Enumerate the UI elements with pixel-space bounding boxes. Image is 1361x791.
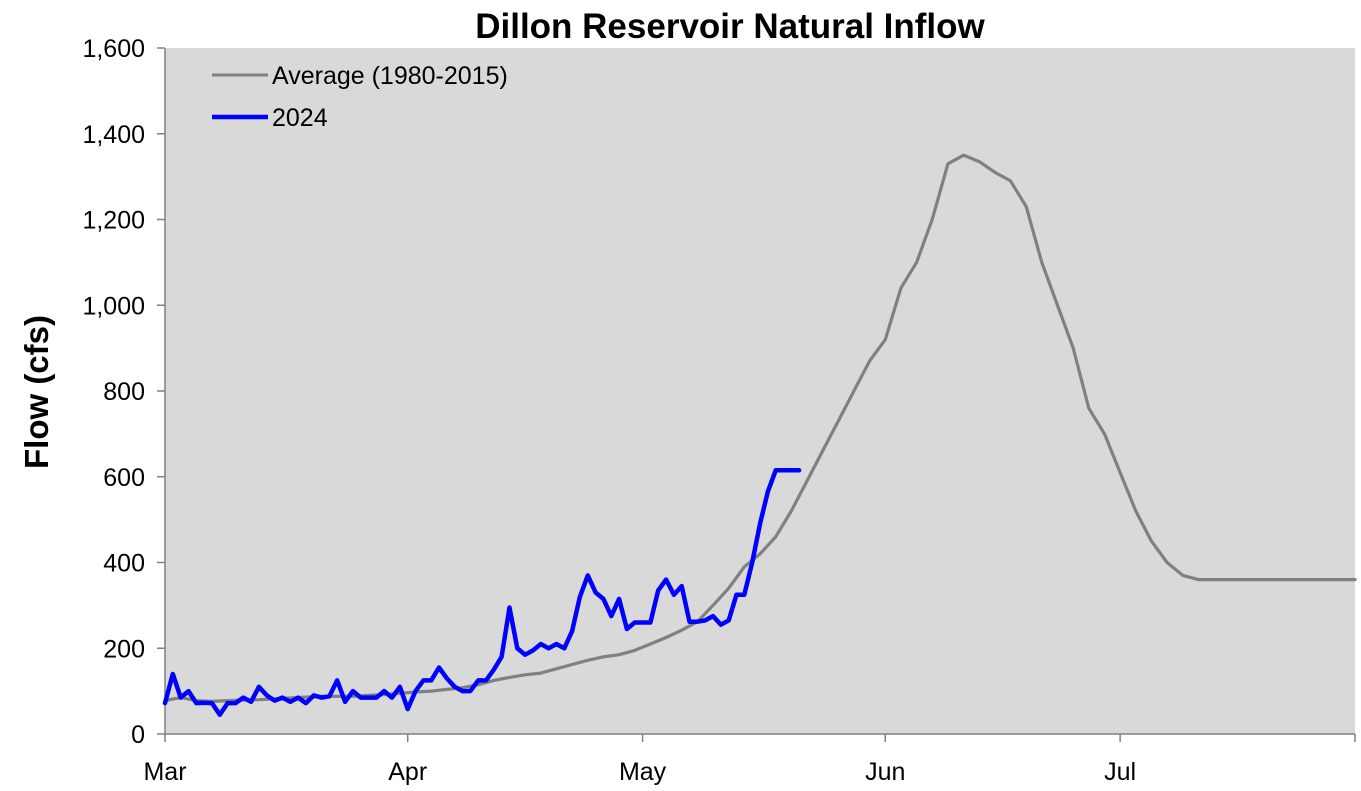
y-tick-label: 800 — [103, 378, 145, 406]
x-tick-label: Jun — [865, 758, 905, 786]
y-tick-label: 600 — [103, 464, 145, 492]
legend-item-average-label: Average (1980-2015) — [272, 62, 508, 90]
chart-title: Dillon Reservoir Natural Inflow — [475, 7, 985, 46]
series-line-2024 — [162, 468, 802, 717]
x-tick-label: May — [619, 758, 667, 786]
y-tick-label: 1,200 — [82, 207, 145, 235]
x-tick-label: Apr — [388, 758, 427, 786]
y-tick-label: 1,600 — [82, 35, 145, 63]
plot-background — [165, 48, 1355, 734]
y-tick-label: 400 — [103, 550, 145, 578]
x-tick-label: Jul — [1104, 758, 1136, 786]
legend-item-2024-label: 2024 — [272, 104, 328, 132]
y-tick-label: 1,000 — [82, 292, 145, 320]
y-tick-label: 1,400 — [82, 121, 145, 149]
x-tick-label: Mar — [143, 758, 186, 786]
plot-area: 0 200 400 600 800 1,000 1,200 1,400 1,600 Mar Apr M… — [82, 35, 1357, 786]
y-axis-label: Flow (cfs) — [18, 315, 55, 469]
y-tick-label: 0 — [131, 721, 145, 749]
y-tick-label: 200 — [103, 635, 145, 663]
